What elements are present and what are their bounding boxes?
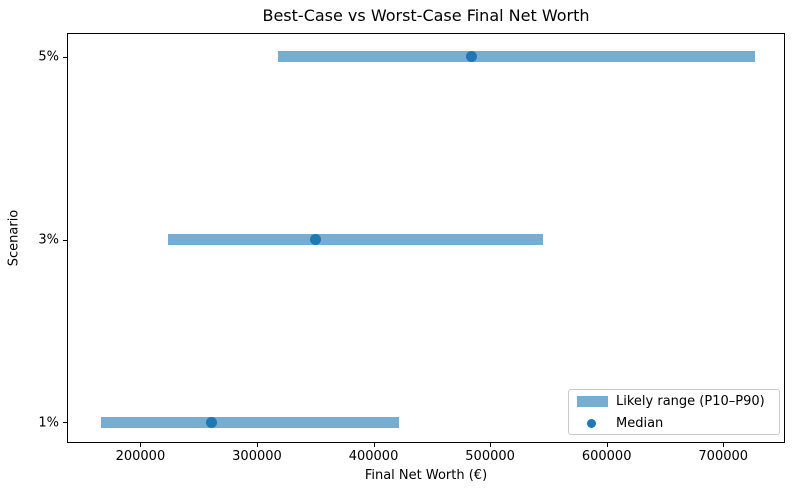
median-dot-swatch: [587, 419, 596, 428]
x-tick-200000: [140, 443, 142, 447]
median-dot-1%: [206, 416, 218, 428]
y-tick-label-3%: 3%: [38, 232, 59, 248]
x-tick-label-400000: 400000: [348, 449, 399, 464]
range-bar-1%: [100, 416, 400, 428]
range-bar-swatch: [577, 396, 608, 407]
x-tick-label-200000: 200000: [115, 449, 166, 464]
legend: Likely range (P10–P90) Median: [568, 389, 780, 435]
y-axis-label: Scenario: [6, 209, 22, 267]
y-tick-3%: [63, 239, 67, 241]
x-tick-300000: [256, 443, 258, 447]
x-tick-label-300000: 300000: [232, 449, 282, 464]
legend-entry-range: Likely range (P10–P90): [569, 390, 779, 412]
chart-title: Best-Case vs Worst-Case Final Net Worth: [262, 6, 590, 25]
x-tick-label-700000: 700000: [698, 449, 749, 464]
median-dot-3%: [309, 234, 321, 246]
y-tick-1%: [63, 422, 67, 424]
range-bar-5%: [277, 51, 755, 63]
legend-label-range: Likely range (P10–P90): [616, 393, 765, 409]
x-tick-label-500000: 500000: [465, 449, 515, 464]
median-dot-5%: [465, 51, 477, 63]
x-tick-label-600000: 600000: [581, 449, 632, 464]
x-tick-400000: [373, 443, 375, 447]
y-tick-5%: [63, 56, 67, 58]
legend-entry-median: Median: [569, 412, 779, 434]
range-bar-3%: [168, 234, 543, 246]
y-tick-label-5%: 5%: [38, 49, 59, 65]
y-tick-label-1%: 1%: [38, 415, 59, 431]
x-tick-500000: [490, 443, 492, 447]
x-tick-700000: [723, 443, 725, 447]
x-axis-label: Final Net Worth (€): [364, 468, 488, 483]
legend-label-median: Median: [616, 415, 664, 431]
x-tick-600000: [606, 443, 608, 447]
